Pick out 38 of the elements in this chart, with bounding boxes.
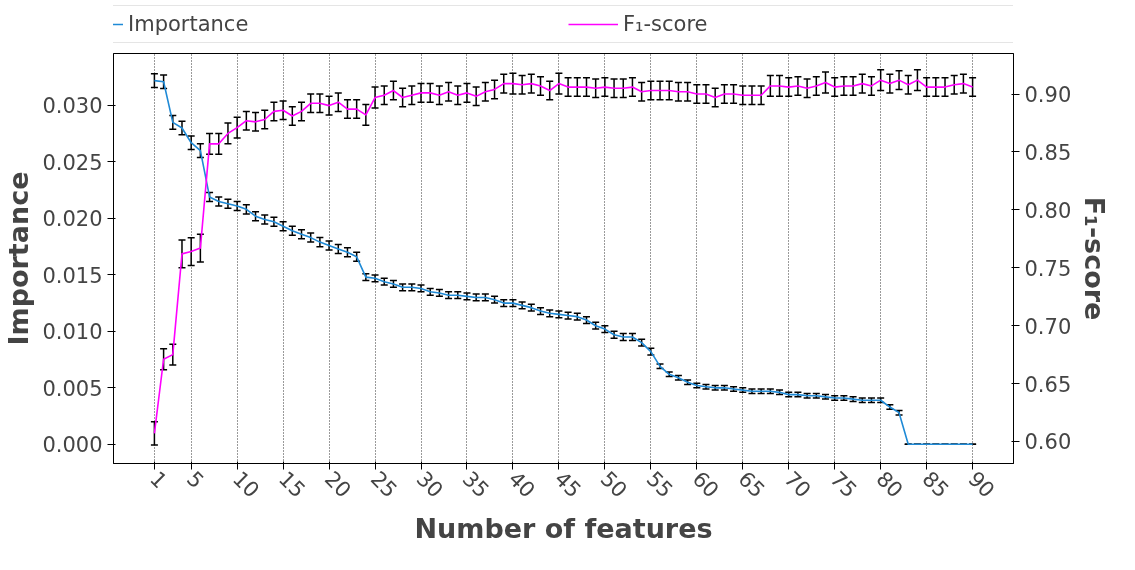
legend-label: F₁-score: [623, 12, 709, 36]
x-tick-label: 70: [779, 466, 816, 503]
legend-label: Importance: [128, 12, 250, 36]
y-tick-label: 0.025: [42, 150, 103, 175]
x-axis-title: Number of features: [414, 512, 713, 544]
x-tick-label: 20: [319, 466, 356, 503]
y2-axis-title: F₁-score: [1079, 196, 1111, 321]
y2-tick-label: 0.80: [1024, 198, 1072, 223]
x-tick-label: 40: [503, 466, 540, 503]
x-tick-label: 5: [181, 466, 209, 494]
x-tick-label: 25: [365, 466, 402, 503]
x-tick-label: 75: [825, 466, 862, 503]
y-tick-label: 0.030: [42, 94, 103, 119]
x-tick-label: 85: [917, 466, 954, 503]
x-tick-label: 80: [871, 466, 908, 503]
x-tick-label: 65: [733, 466, 770, 503]
y2-tick-label: 0.65: [1024, 372, 1072, 397]
y2-tick-label: 0.90: [1024, 83, 1072, 108]
x-tick-label: 35: [457, 466, 494, 503]
x-tick-label: 45: [549, 466, 586, 503]
y2-tick-label: 0.70: [1024, 314, 1072, 339]
x-tick-label: 30: [411, 466, 448, 503]
y-axis-title: Importance: [3, 171, 35, 346]
x-tick-label: 55: [641, 466, 678, 503]
y-tick-label: 0.020: [42, 207, 103, 232]
x-tick-label: 50: [595, 466, 632, 503]
x-tick-label: 1: [145, 466, 172, 494]
y-tick-label: 0.000: [42, 433, 103, 458]
y-tick-label: 0.015: [42, 263, 103, 288]
y2-tick-label: 0.60: [1024, 430, 1072, 455]
y-tick-label: 0.005: [42, 376, 103, 401]
x-tick-label: 60: [687, 466, 724, 503]
y2-tick-label: 0.75: [1024, 256, 1072, 281]
x-tick-label: 90: [963, 466, 1000, 503]
x-tick-label: 10: [227, 466, 264, 503]
x-tick-label: 15: [273, 466, 310, 503]
y-tick-label: 0.010: [42, 320, 103, 345]
y2-tick-label: 0.85: [1024, 140, 1072, 165]
